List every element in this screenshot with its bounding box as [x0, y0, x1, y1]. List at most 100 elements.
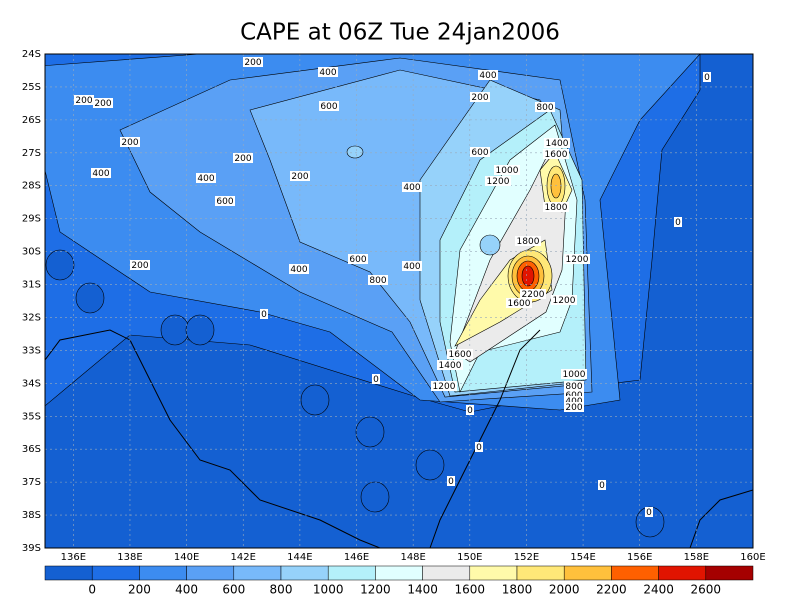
- x-tick-label: 140E: [174, 552, 199, 563]
- colorbar-label: 1800: [502, 583, 533, 597]
- contour-band: [355, 416, 385, 448]
- colorbar-swatch: [233, 565, 282, 581]
- colorbar-swatch: [375, 565, 423, 581]
- contour-label: 400: [290, 265, 307, 275]
- contour-label: 1800: [517, 237, 540, 247]
- colorbar-label: 2400: [643, 583, 674, 597]
- colorbar-swatch: [327, 565, 376, 581]
- y-tick-label: 32S: [22, 312, 41, 323]
- contour-label: 600: [320, 102, 337, 112]
- contour-label-bg: [470, 147, 490, 157]
- x-tick-label: 144E: [287, 552, 312, 563]
- contour-label-bg: [494, 165, 520, 175]
- contour-label-bg: [543, 202, 569, 212]
- contour-label-bg: [215, 196, 235, 206]
- contour-label: 0: [261, 310, 267, 320]
- contour-label: 800: [536, 103, 553, 113]
- contour-band: [160, 314, 190, 346]
- contour-label: 400: [92, 169, 109, 179]
- contour-band: [479, 234, 501, 256]
- contour-label: 1600: [545, 150, 568, 160]
- contour-label-bg: [470, 92, 490, 102]
- y-tick-label: 31S: [22, 280, 41, 291]
- colorbar-swatch: [658, 565, 707, 581]
- contour-label-bg: [466, 405, 474, 415]
- contour-band: [300, 384, 330, 416]
- x-tick-label: 152E: [514, 552, 539, 563]
- contour-label-bg: [564, 402, 584, 412]
- colorbar-swatch: [280, 565, 329, 581]
- y-tick-label: 38S: [22, 510, 41, 521]
- colorbar-swatch: [186, 565, 235, 581]
- contour-label: 400: [403, 262, 420, 272]
- contour-label: 0: [599, 481, 605, 491]
- contour-label: 1200: [433, 382, 456, 392]
- colorbar-swatch: [44, 565, 93, 581]
- contour-label: 200: [565, 403, 582, 413]
- x-tick-label: 142E: [231, 552, 256, 563]
- contour-label-bg: [196, 173, 216, 183]
- contour-label: 0: [476, 443, 482, 453]
- colorbar-label: 2200: [596, 583, 627, 597]
- contour-label: 1800: [545, 203, 568, 213]
- contour-band: [75, 282, 105, 314]
- contour-label-bg: [564, 254, 590, 264]
- colorbar-swatch: [469, 565, 518, 581]
- contour-label-bg: [674, 217, 682, 227]
- contour-label: 400: [479, 71, 496, 81]
- contour-label-bg: [447, 349, 473, 359]
- chart-title: CAPE at 06Z Tue 24jan2006: [240, 20, 560, 46]
- contour-label: 1400: [546, 139, 569, 149]
- contour-label: 200: [471, 93, 488, 103]
- contour-band: [415, 449, 445, 481]
- contour-label: 0: [704, 73, 710, 83]
- contour-band: [360, 481, 390, 513]
- colorbar-swatch: [705, 565, 754, 581]
- colorbar-swatch: [422, 565, 471, 581]
- contour-label-bg: [506, 298, 532, 308]
- colorbar-label: 1600: [455, 583, 486, 597]
- contour-label: 1200: [553, 296, 576, 306]
- contour-label: 200: [94, 99, 111, 109]
- contour-label-bg: [431, 381, 457, 391]
- y-tick-label: 28S: [22, 181, 41, 192]
- colorbar-label: 0: [88, 583, 96, 597]
- y-tick-label: 37S: [22, 477, 41, 488]
- contour-label-bg: [289, 264, 309, 274]
- contour-label: 0: [373, 375, 379, 385]
- contour-label-bg: [543, 149, 569, 159]
- contour-label-bg: [368, 275, 388, 285]
- contour-label: 200: [244, 58, 261, 68]
- colorbar-label: 400: [175, 583, 198, 597]
- contour-label-bg: [319, 101, 339, 111]
- x-tick-label: 160E: [740, 552, 765, 563]
- contour-label-bg: [233, 153, 253, 163]
- x-tick-label: 156E: [627, 552, 652, 563]
- contour-label-bg: [437, 360, 463, 370]
- contour-label-bg: [243, 57, 263, 67]
- contour-label-bg: [475, 442, 483, 452]
- colorbar-label: 2000: [549, 583, 580, 597]
- contour-label: 600: [216, 197, 233, 207]
- contour-band: [521, 265, 535, 287]
- y-tick-label: 24S: [22, 49, 41, 60]
- x-tick-label: 138E: [117, 552, 142, 563]
- contour-label-bg: [478, 70, 498, 80]
- contour-label-bg: [348, 254, 368, 264]
- contour-label: 1400: [439, 361, 462, 371]
- contour-label: 0: [467, 406, 473, 416]
- contour-label-bg: [318, 67, 338, 77]
- contour-band: [45, 249, 75, 281]
- y-tick-label: 29S: [22, 214, 41, 225]
- coastline: [45, 329, 753, 548]
- contour-label-bg: [120, 137, 140, 147]
- colorbar-label: 1400: [407, 583, 438, 597]
- y-tick-label: 35S: [22, 411, 41, 422]
- y-tick-label: 36S: [22, 444, 41, 455]
- contour-label: 400: [197, 174, 214, 184]
- colorbar-label: 1000: [313, 583, 344, 597]
- y-tick-label: 30S: [22, 247, 41, 258]
- contour-label-bg: [520, 289, 546, 299]
- contour-label: 1000: [496, 166, 519, 176]
